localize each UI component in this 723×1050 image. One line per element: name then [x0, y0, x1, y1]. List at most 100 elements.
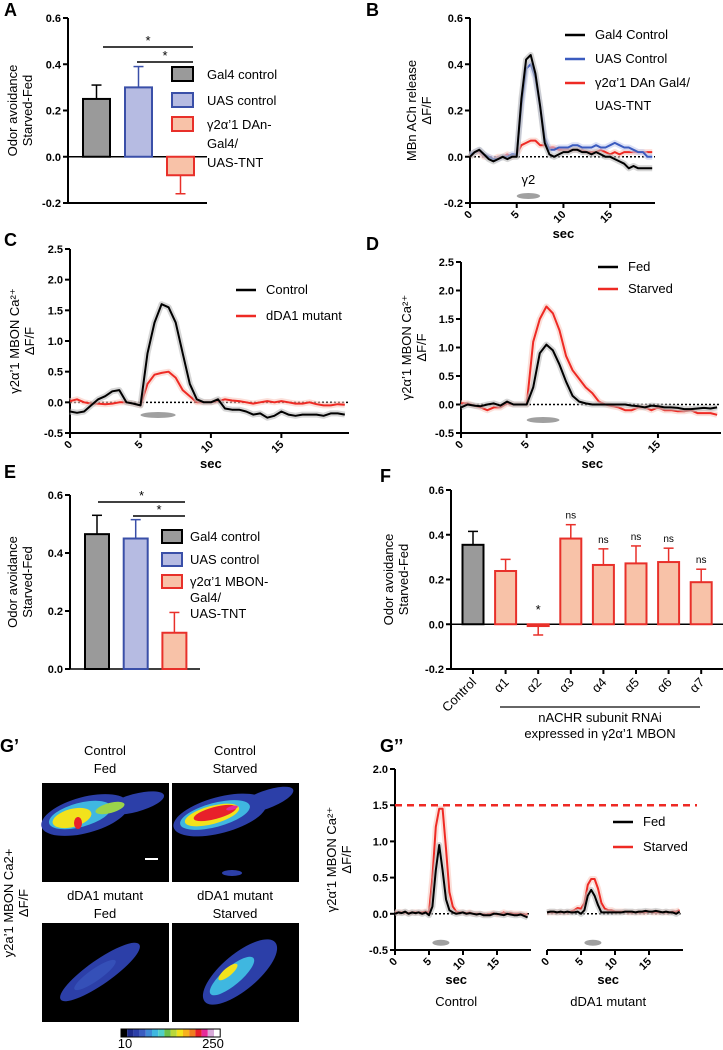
colorbar-segment — [183, 1029, 190, 1037]
colorbar-segment — [214, 1029, 221, 1037]
y-tick-label: 0.4 — [46, 59, 62, 71]
y-tick-label: -0.2 — [444, 198, 463, 210]
image-title: Starved — [213, 761, 258, 776]
y-axis-label: ΔF/F — [414, 333, 429, 361]
image-0 — [41, 783, 169, 882]
x-tick-label: 5 — [573, 956, 586, 969]
legend-swatch — [161, 574, 183, 589]
bar — [82, 97, 111, 158]
y-tick-label: 1.0 — [48, 336, 63, 348]
y-tick-label: -0.2 — [425, 664, 444, 676]
y-axis-label: Starved-Fed — [20, 75, 35, 147]
odor-stimulus-marker — [432, 939, 450, 946]
x-tick-label: 10 — [551, 209, 568, 226]
significance-star: * — [139, 488, 144, 503]
legend-label: Gal4 control — [190, 529, 260, 544]
legend-label: Fed — [643, 814, 665, 829]
fluorescence-blob — [236, 786, 294, 814]
bar — [591, 563, 615, 626]
significance-label: ns — [663, 534, 674, 545]
image-title: Fed — [94, 761, 116, 776]
y-axis-label: Starved-Fed — [20, 546, 35, 618]
y-tick-label: -0.5 — [369, 945, 388, 957]
colorbar-segment — [170, 1029, 177, 1037]
y-axis-label: γ2α’1 MBON Ca²⁺ — [399, 295, 414, 400]
x-tick-label: 10 — [580, 439, 597, 456]
odor-stimulus-marker — [516, 193, 541, 199]
panel-label-G1: G’ — [0, 736, 19, 756]
fluorescence-blob — [74, 959, 116, 991]
stimulus-label: γ2 — [522, 172, 536, 187]
x-tick-label: 0 — [539, 956, 552, 969]
y-tick-label: 2.0 — [48, 275, 63, 287]
subplot-title: Control — [435, 994, 477, 1009]
y-tick-label: 0.2 — [448, 106, 463, 118]
legend-swatch — [161, 552, 183, 567]
panel-label-B: B — [366, 0, 379, 20]
x-tick-label: 15 — [269, 439, 286, 456]
chart-B: -0.2 0.0 0.2 0.4 0.6 MBn ACh release ΔF/F 0 5 10 1… — [404, 13, 690, 241]
odor-stimulus-marker — [526, 417, 560, 423]
y-tick-label: 1.5 — [439, 314, 454, 326]
colorbar-segment — [133, 1029, 140, 1037]
subplot-1: 0 5 10 15 sec dDA1 mutant — [539, 876, 683, 1009]
y-tick-label: 0.0 — [429, 619, 444, 631]
x-axis-label: sec — [553, 226, 575, 241]
imaging-y-label: ΔF/F — [16, 889, 31, 917]
x-tick-label: 10 — [603, 956, 620, 973]
trace-black — [469, 54, 653, 170]
legend-label: Gal4/ — [207, 136, 238, 151]
y-axis-label: γ2α’1 MBON Ca²⁺ — [324, 807, 339, 912]
colorbar-segment — [195, 1029, 202, 1037]
y-axis-label: ΔF/F — [339, 845, 354, 873]
legend-label: γ2α’1 DAn Gal4/ — [595, 75, 690, 90]
chart-D: -0.5 0.0 0.5 1.0 1.5 2.0 2.5 γ2α’1 MBON Ca²⁺ ΔF/… — [399, 257, 721, 471]
bar — [461, 543, 485, 626]
chart-A: -0.2 0.0 0.2 0.4 0.6 Odor avoidance Starved-Fe… — [5, 13, 277, 210]
imaging-y-label: y2a’1 MBON Ca2+ — [1, 849, 16, 958]
significance-label: ns — [566, 511, 577, 522]
y-axis-label: γ2α’1 MBON Ca²⁺ — [7, 288, 22, 393]
colorbar-segment — [139, 1029, 146, 1037]
significance-star: * — [145, 33, 150, 48]
legend-label: γ2α’1 DAn- — [207, 117, 272, 132]
y-tick-label: 1.0 — [439, 343, 454, 355]
image-title: dDA1 mutant — [197, 888, 273, 903]
colorbar-segment — [189, 1029, 196, 1037]
legend-label: Gal4 Control — [595, 27, 668, 42]
y-tick-label: 1.0 — [373, 836, 388, 848]
fluorescence-blob — [222, 870, 242, 876]
legend-label: Control — [266, 282, 308, 297]
colorbar-segment — [145, 1029, 152, 1037]
y-axis-label: Odor avoidance — [5, 65, 20, 157]
image-2 — [42, 923, 169, 1022]
legend-label: UAS Control — [595, 51, 667, 66]
y-axis-label: ΔF/F — [419, 96, 434, 124]
x-axis-label: sec — [200, 456, 222, 471]
x-tick-label: 5 — [509, 209, 522, 222]
y-axis-label: MBn ACh release — [404, 60, 419, 161]
x-tick-label: 10 — [199, 439, 216, 456]
x-tick-label: α2 — [523, 675, 544, 696]
y-tick-label: 2.5 — [48, 244, 63, 256]
y-tick-label: 0.5 — [48, 367, 63, 379]
y-tick-label: 0.6 — [48, 490, 63, 502]
fluorescence-blob — [193, 804, 237, 822]
significance-star: * — [162, 48, 167, 63]
x-tick-label: 5 — [133, 439, 146, 452]
bar — [166, 155, 195, 177]
x-tick-label: 15 — [485, 956, 502, 973]
bar — [124, 86, 153, 158]
y-axis-label: Starved-Fed — [396, 544, 411, 616]
y-tick-label: 1.5 — [48, 305, 63, 317]
panel-label-F: F — [380, 466, 391, 486]
y-tick-label: 0.2 — [429, 575, 444, 587]
significance-label: * — [536, 602, 541, 617]
legend-label: UAS-TNT — [207, 155, 263, 170]
colorbar-segment — [127, 1029, 134, 1037]
y-tick-label: 0.0 — [448, 152, 463, 164]
trace-black-sem-band — [393, 842, 529, 921]
y-tick-label: 0.4 — [48, 548, 64, 560]
image-title: dDA1 mutant — [67, 888, 143, 903]
y-tick-label: 1.5 — [373, 800, 388, 812]
